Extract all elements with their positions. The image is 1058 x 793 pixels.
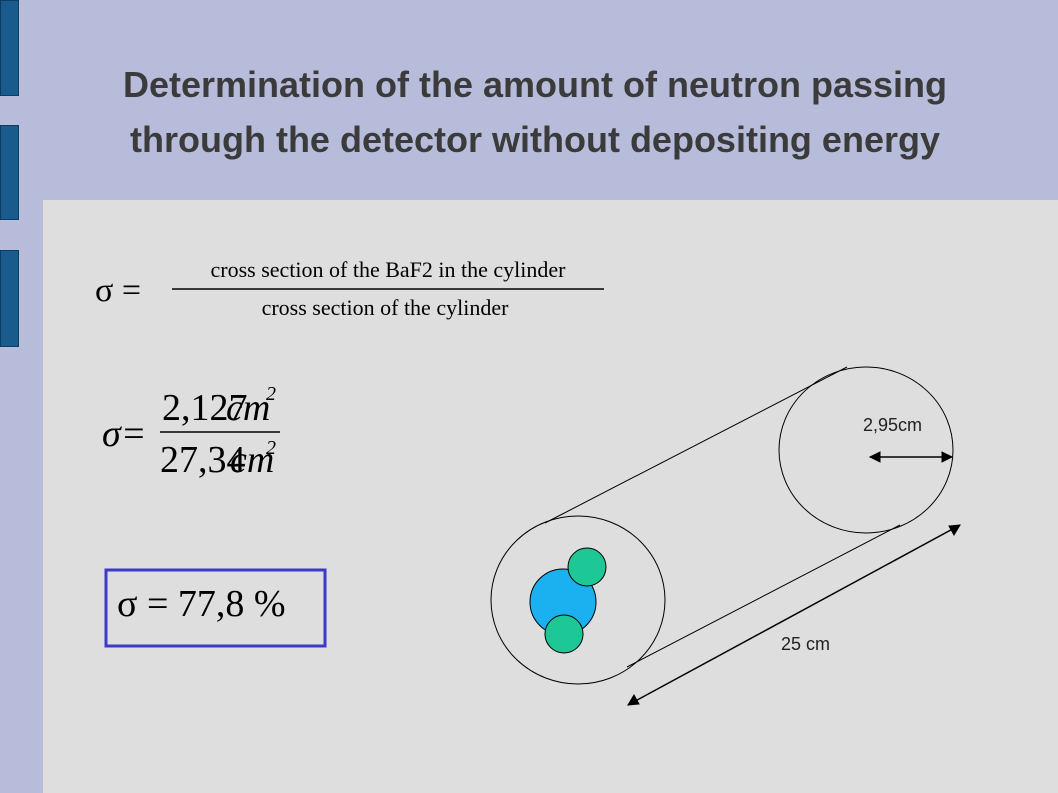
title-line: Determination of the amount of neutron p…: [122, 64, 947, 105]
decor-bar: [0, 250, 19, 347]
formula-lhs: σ=: [102, 413, 146, 455]
baf2-crystal: [567, 547, 607, 587]
exponent: 2: [266, 437, 276, 459]
cylinder-end: [778, 366, 954, 534]
exponent: 2: [266, 383, 276, 405]
formula-denominator: 27,34: [160, 439, 246, 481]
unit: cm: [226, 387, 270, 429]
cylinder-edge: [626, 524, 901, 668]
result: σ = 77,8 %: [117, 583, 286, 625]
unit: cm: [230, 439, 274, 481]
title-line: through the detector without depositing …: [130, 119, 940, 160]
formula-lhs: σ =: [95, 272, 141, 309]
arrow-head: [868, 451, 954, 463]
formula-numerator: 2,127: [162, 387, 248, 429]
length-arrow: [627, 524, 961, 706]
result-box: [104, 568, 327, 648]
baf2-crystal: [544, 614, 584, 654]
cylinder-edge: [544, 366, 848, 524]
formula-denominator: cross section of the cylinder: [262, 295, 509, 320]
length-label: 25 cm: [781, 634, 830, 654]
formula-numerator: cross section of the BaF2 in the cylinde…: [211, 257, 567, 282]
radius-label: 2,95cm: [863, 415, 922, 435]
decor-bar: [0, 0, 19, 96]
cylinder-front: [490, 515, 666, 685]
content-area: [43, 200, 1058, 793]
decor-bar: [0, 125, 19, 220]
arrow-head: [627, 524, 961, 706]
